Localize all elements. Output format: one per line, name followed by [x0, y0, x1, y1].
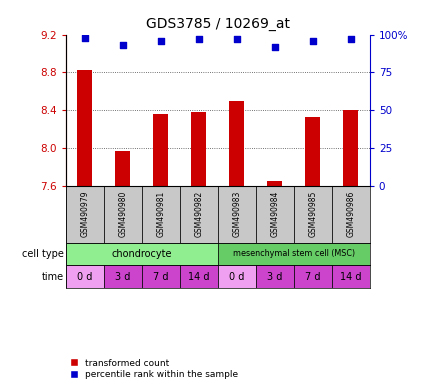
Bar — [115, 151, 130, 186]
Title: GDS3785 / 10269_at: GDS3785 / 10269_at — [146, 17, 290, 31]
Bar — [229, 101, 244, 186]
Text: GSM490982: GSM490982 — [194, 191, 203, 237]
Bar — [153, 114, 168, 186]
Text: 0 d: 0 d — [77, 271, 93, 281]
Text: 14 d: 14 d — [188, 271, 210, 281]
Bar — [332, 265, 370, 288]
Text: 0 d: 0 d — [229, 271, 244, 281]
Text: 3 d: 3 d — [115, 271, 130, 281]
Point — [347, 36, 354, 42]
Bar — [218, 186, 256, 243]
Text: chondrocyte: chondrocyte — [112, 249, 172, 259]
Bar — [267, 181, 282, 186]
Bar — [180, 265, 218, 288]
Bar — [332, 186, 370, 243]
Point — [82, 35, 88, 41]
Bar — [77, 71, 93, 186]
Text: 3 d: 3 d — [267, 271, 283, 281]
Point — [196, 36, 202, 42]
Point — [157, 38, 164, 44]
Text: GSM490980: GSM490980 — [118, 191, 127, 237]
Text: GSM490983: GSM490983 — [232, 191, 241, 237]
Text: time: time — [42, 271, 64, 281]
Bar — [104, 265, 142, 288]
Bar — [142, 265, 180, 288]
Text: 14 d: 14 d — [340, 271, 362, 281]
Bar — [294, 265, 332, 288]
Point — [119, 42, 126, 48]
Point — [272, 44, 278, 50]
Bar — [294, 186, 332, 243]
Text: GSM490979: GSM490979 — [80, 191, 89, 237]
Bar — [104, 186, 142, 243]
Bar — [218, 265, 256, 288]
Text: GSM490986: GSM490986 — [346, 191, 355, 237]
Bar — [66, 265, 104, 288]
Bar — [305, 117, 320, 186]
Text: 7 d: 7 d — [153, 271, 169, 281]
Text: GSM490981: GSM490981 — [156, 191, 165, 237]
Legend: transformed count, percentile rank within the sample: transformed count, percentile rank withi… — [71, 359, 238, 379]
Point — [233, 36, 240, 42]
Text: mesenchymal stem cell (MSC): mesenchymal stem cell (MSC) — [233, 250, 355, 258]
Bar — [218, 243, 370, 265]
Text: 7 d: 7 d — [305, 271, 320, 281]
Bar — [343, 110, 358, 186]
Bar — [191, 112, 207, 186]
Bar — [256, 265, 294, 288]
Text: GSM490985: GSM490985 — [308, 191, 317, 237]
Bar — [180, 186, 218, 243]
Point — [309, 38, 316, 44]
Text: cell type: cell type — [22, 249, 64, 259]
Bar — [66, 243, 218, 265]
Bar — [66, 186, 104, 243]
Text: GSM490984: GSM490984 — [270, 191, 279, 237]
Bar — [256, 186, 294, 243]
Bar — [142, 186, 180, 243]
